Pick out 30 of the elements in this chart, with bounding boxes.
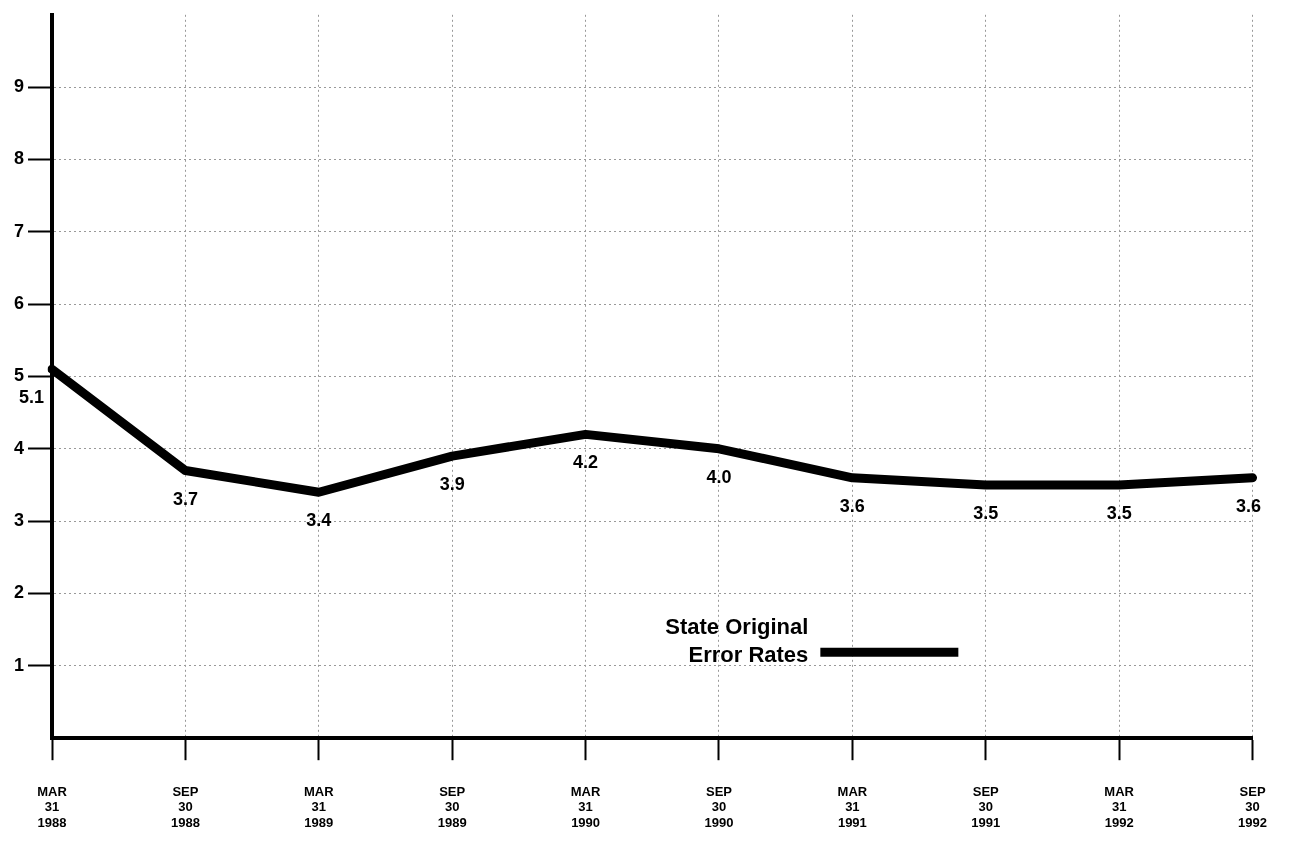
- x-tick-label: SEP 30 1988: [170, 783, 200, 830]
- y-tick-label: 9: [14, 76, 25, 97]
- x-tick-label: MAR 31 1990: [570, 783, 601, 830]
- data-label: 3.9: [439, 474, 465, 495]
- data-label: 4.0: [706, 466, 732, 487]
- y-tick-label: 6: [14, 293, 25, 314]
- x-tick-label: MAR 31 1988: [37, 783, 68, 830]
- y-tick-label: 1: [14, 654, 25, 675]
- x-tick-label: SEP 30 1990: [704, 783, 734, 830]
- data-label: 4.2: [573, 452, 599, 473]
- y-tick-label: 8: [14, 148, 25, 169]
- y-tick-label: 2: [14, 582, 25, 603]
- x-tick-label: SEP 30 1991: [971, 783, 1001, 830]
- data-label: 3.7: [172, 488, 198, 509]
- y-tick-label: 4: [14, 437, 25, 458]
- data-label: 3.4: [306, 510, 332, 531]
- data-label: 5.1: [18, 387, 45, 408]
- y-tick-label: 3: [14, 510, 25, 531]
- x-tick-label: MAR 31 1991: [837, 783, 868, 830]
- data-label: 3.5: [973, 502, 999, 523]
- text: State Original Error Rates: [665, 614, 809, 668]
- y-tick-label: 7: [14, 220, 25, 241]
- data-label: 3.6: [839, 495, 865, 516]
- x-tick-label: SEP 30 1989: [437, 783, 467, 830]
- x-tick-label: MAR 31 1989: [303, 783, 335, 830]
- x-tick-label: MAR 31 1992: [1104, 783, 1135, 830]
- data-label: 3.5: [1106, 502, 1132, 523]
- y-tick-label: 5: [14, 365, 25, 386]
- x-tick-label: SEP 30 1992: [1238, 783, 1267, 830]
- data-label: 3.6: [1236, 495, 1262, 516]
